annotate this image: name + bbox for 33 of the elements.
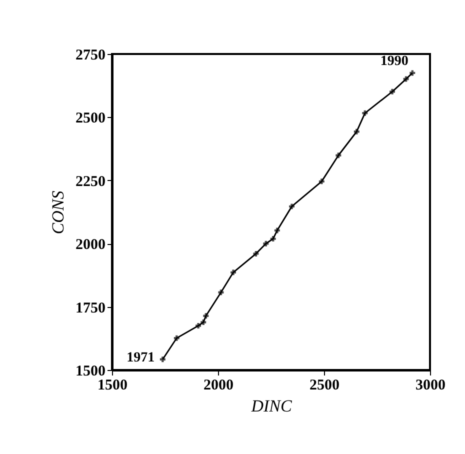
point <box>336 152 342 158</box>
x-tick-label: 3000 <box>416 378 446 394</box>
y-tick-label: 1500 <box>76 364 106 380</box>
point <box>403 76 409 82</box>
annotation: 1990 <box>380 54 408 69</box>
x-tick-label: 1500 <box>98 378 128 394</box>
point <box>354 128 360 134</box>
point <box>263 240 269 246</box>
point <box>218 290 224 296</box>
point <box>196 323 202 328</box>
point <box>390 88 396 94</box>
y-tick-label: 2500 <box>76 110 106 127</box>
x-tick-label: 2000 <box>204 378 234 394</box>
point <box>174 335 180 341</box>
point <box>270 236 276 242</box>
point <box>230 270 236 276</box>
annotation: 1971 <box>126 350 155 366</box>
y-tick-label: 2250 <box>76 174 106 190</box>
point <box>410 70 416 76</box>
y-axis-title: CONS <box>48 190 68 234</box>
point <box>289 204 295 210</box>
y-tick-label: 1750 <box>76 300 106 316</box>
point <box>274 228 280 234</box>
point <box>160 356 166 362</box>
point <box>200 319 206 325</box>
x-axis-title: DINC <box>250 396 292 416</box>
y-tick-label: 2750 <box>76 48 106 64</box>
y-tick-label: 2000 <box>76 237 106 254</box>
x-tick-label: 2500 <box>310 378 340 394</box>
point <box>318 178 324 184</box>
point <box>203 313 209 319</box>
point <box>362 110 368 116</box>
point <box>253 250 259 256</box>
